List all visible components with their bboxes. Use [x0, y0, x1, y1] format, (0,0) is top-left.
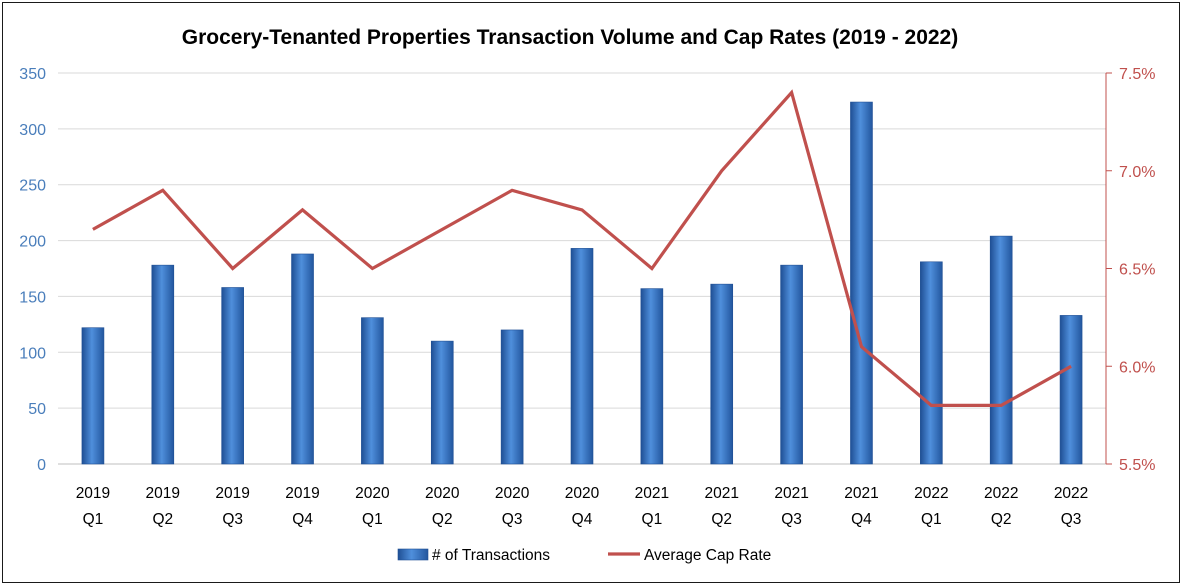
y-left-tick-label: 100	[19, 345, 46, 362]
legend: # of Transactions Average Cap Rate	[397, 547, 771, 564]
bar	[500, 329, 524, 465]
legend-bar-label: # of Transactions	[432, 547, 550, 564]
bar	[430, 340, 454, 465]
y-axis-right: 5.5% 6.0% 6.5% 7.0% 7.5%	[1105, 66, 1155, 474]
x-tick-label-year: 2019	[76, 485, 110, 502]
bar	[151, 264, 175, 465]
y-right-tick-label: 7.5%	[1119, 66, 1155, 83]
x-tick-label-year: 2020	[495, 485, 530, 502]
y-left-tick-label: 300	[19, 122, 46, 139]
bar	[1059, 315, 1083, 465]
y-left-tick-label: 250	[19, 178, 46, 195]
line-series	[92, 89, 1072, 407]
y-axis-left: 0 50 100 150 200 250 300 350	[19, 66, 46, 474]
bar	[920, 261, 943, 465]
x-tick-label-quarter: Q1	[642, 511, 663, 528]
bar	[291, 253, 314, 465]
bar	[850, 101, 873, 465]
x-tick-label-quarter: Q2	[991, 511, 1012, 528]
x-tick-label-quarter: Q3	[502, 511, 523, 528]
y-right-tick-label: 6.0%	[1119, 359, 1155, 376]
bar	[81, 327, 105, 465]
y-left-tick-label: 350	[19, 66, 46, 83]
bar	[640, 288, 664, 465]
legend-bar-swatch	[397, 548, 429, 561]
x-tick-label-year: 2020	[565, 485, 600, 502]
x-tick-label-year: 2020	[425, 485, 460, 502]
x-tick-label-quarter: Q2	[152, 511, 173, 528]
cap-rate-line	[92, 89, 1072, 407]
bar	[221, 287, 244, 465]
y-left-tick-label: 50	[28, 401, 46, 418]
x-tick-label-year: 2019	[146, 485, 180, 502]
x-tick-label-quarter: Q3	[1061, 511, 1082, 528]
bar	[710, 283, 734, 465]
bar	[780, 264, 803, 465]
legend-line-label: Average Cap Rate	[644, 547, 771, 564]
chart-title: Grocery-Tenanted Properties Transaction …	[182, 26, 958, 49]
x-tick-label-year: 2019	[215, 485, 249, 502]
y-left-tick-label: 200	[19, 234, 46, 251]
y-right-tick-label: 6.5%	[1119, 262, 1155, 279]
x-tick-label-quarter: Q4	[851, 511, 872, 528]
x-tick-label-quarter: Q4	[572, 511, 593, 528]
x-tick-label-quarter: Q2	[432, 511, 453, 528]
x-tick-label-year: 2022	[914, 485, 948, 502]
x-tick-label-year: 2021	[774, 485, 808, 502]
x-tick-label-year: 2020	[355, 485, 390, 502]
x-tick-label-year: 2022	[984, 485, 1018, 502]
x-tick-label-year: 2021	[704, 485, 738, 502]
bar-series	[81, 101, 1083, 465]
x-tick-label-year: 2019	[285, 485, 319, 502]
x-tick-label-quarter: Q1	[921, 511, 942, 528]
y-right-tick-label: 7.0%	[1119, 164, 1155, 181]
y-left-tick-label: 0	[37, 457, 46, 474]
x-tick-label-quarter: Q4	[292, 511, 313, 528]
x-tick-label-quarter: Q3	[222, 511, 243, 528]
x-tick-label-year: 2021	[844, 485, 878, 502]
x-tick-label-quarter: Q3	[781, 511, 802, 528]
x-tick-label-year: 2021	[635, 485, 669, 502]
x-tick-label-year: 2022	[1054, 485, 1088, 502]
x-tick-label-quarter: Q1	[362, 511, 383, 528]
y-left-tick-label: 150	[19, 289, 46, 306]
y-right-tick-label: 5.5%	[1119, 457, 1155, 474]
bar	[570, 248, 594, 465]
x-tick-label-quarter: Q1	[83, 511, 104, 528]
bar	[361, 317, 384, 465]
x-tick-label-quarter: Q2	[711, 511, 732, 528]
bar	[989, 235, 1013, 465]
x-axis: 2019 Q1 2019 Q2 2019 Q3 2019 Q4 2020 Q1 2020 Q2 2020…	[76, 485, 1089, 528]
